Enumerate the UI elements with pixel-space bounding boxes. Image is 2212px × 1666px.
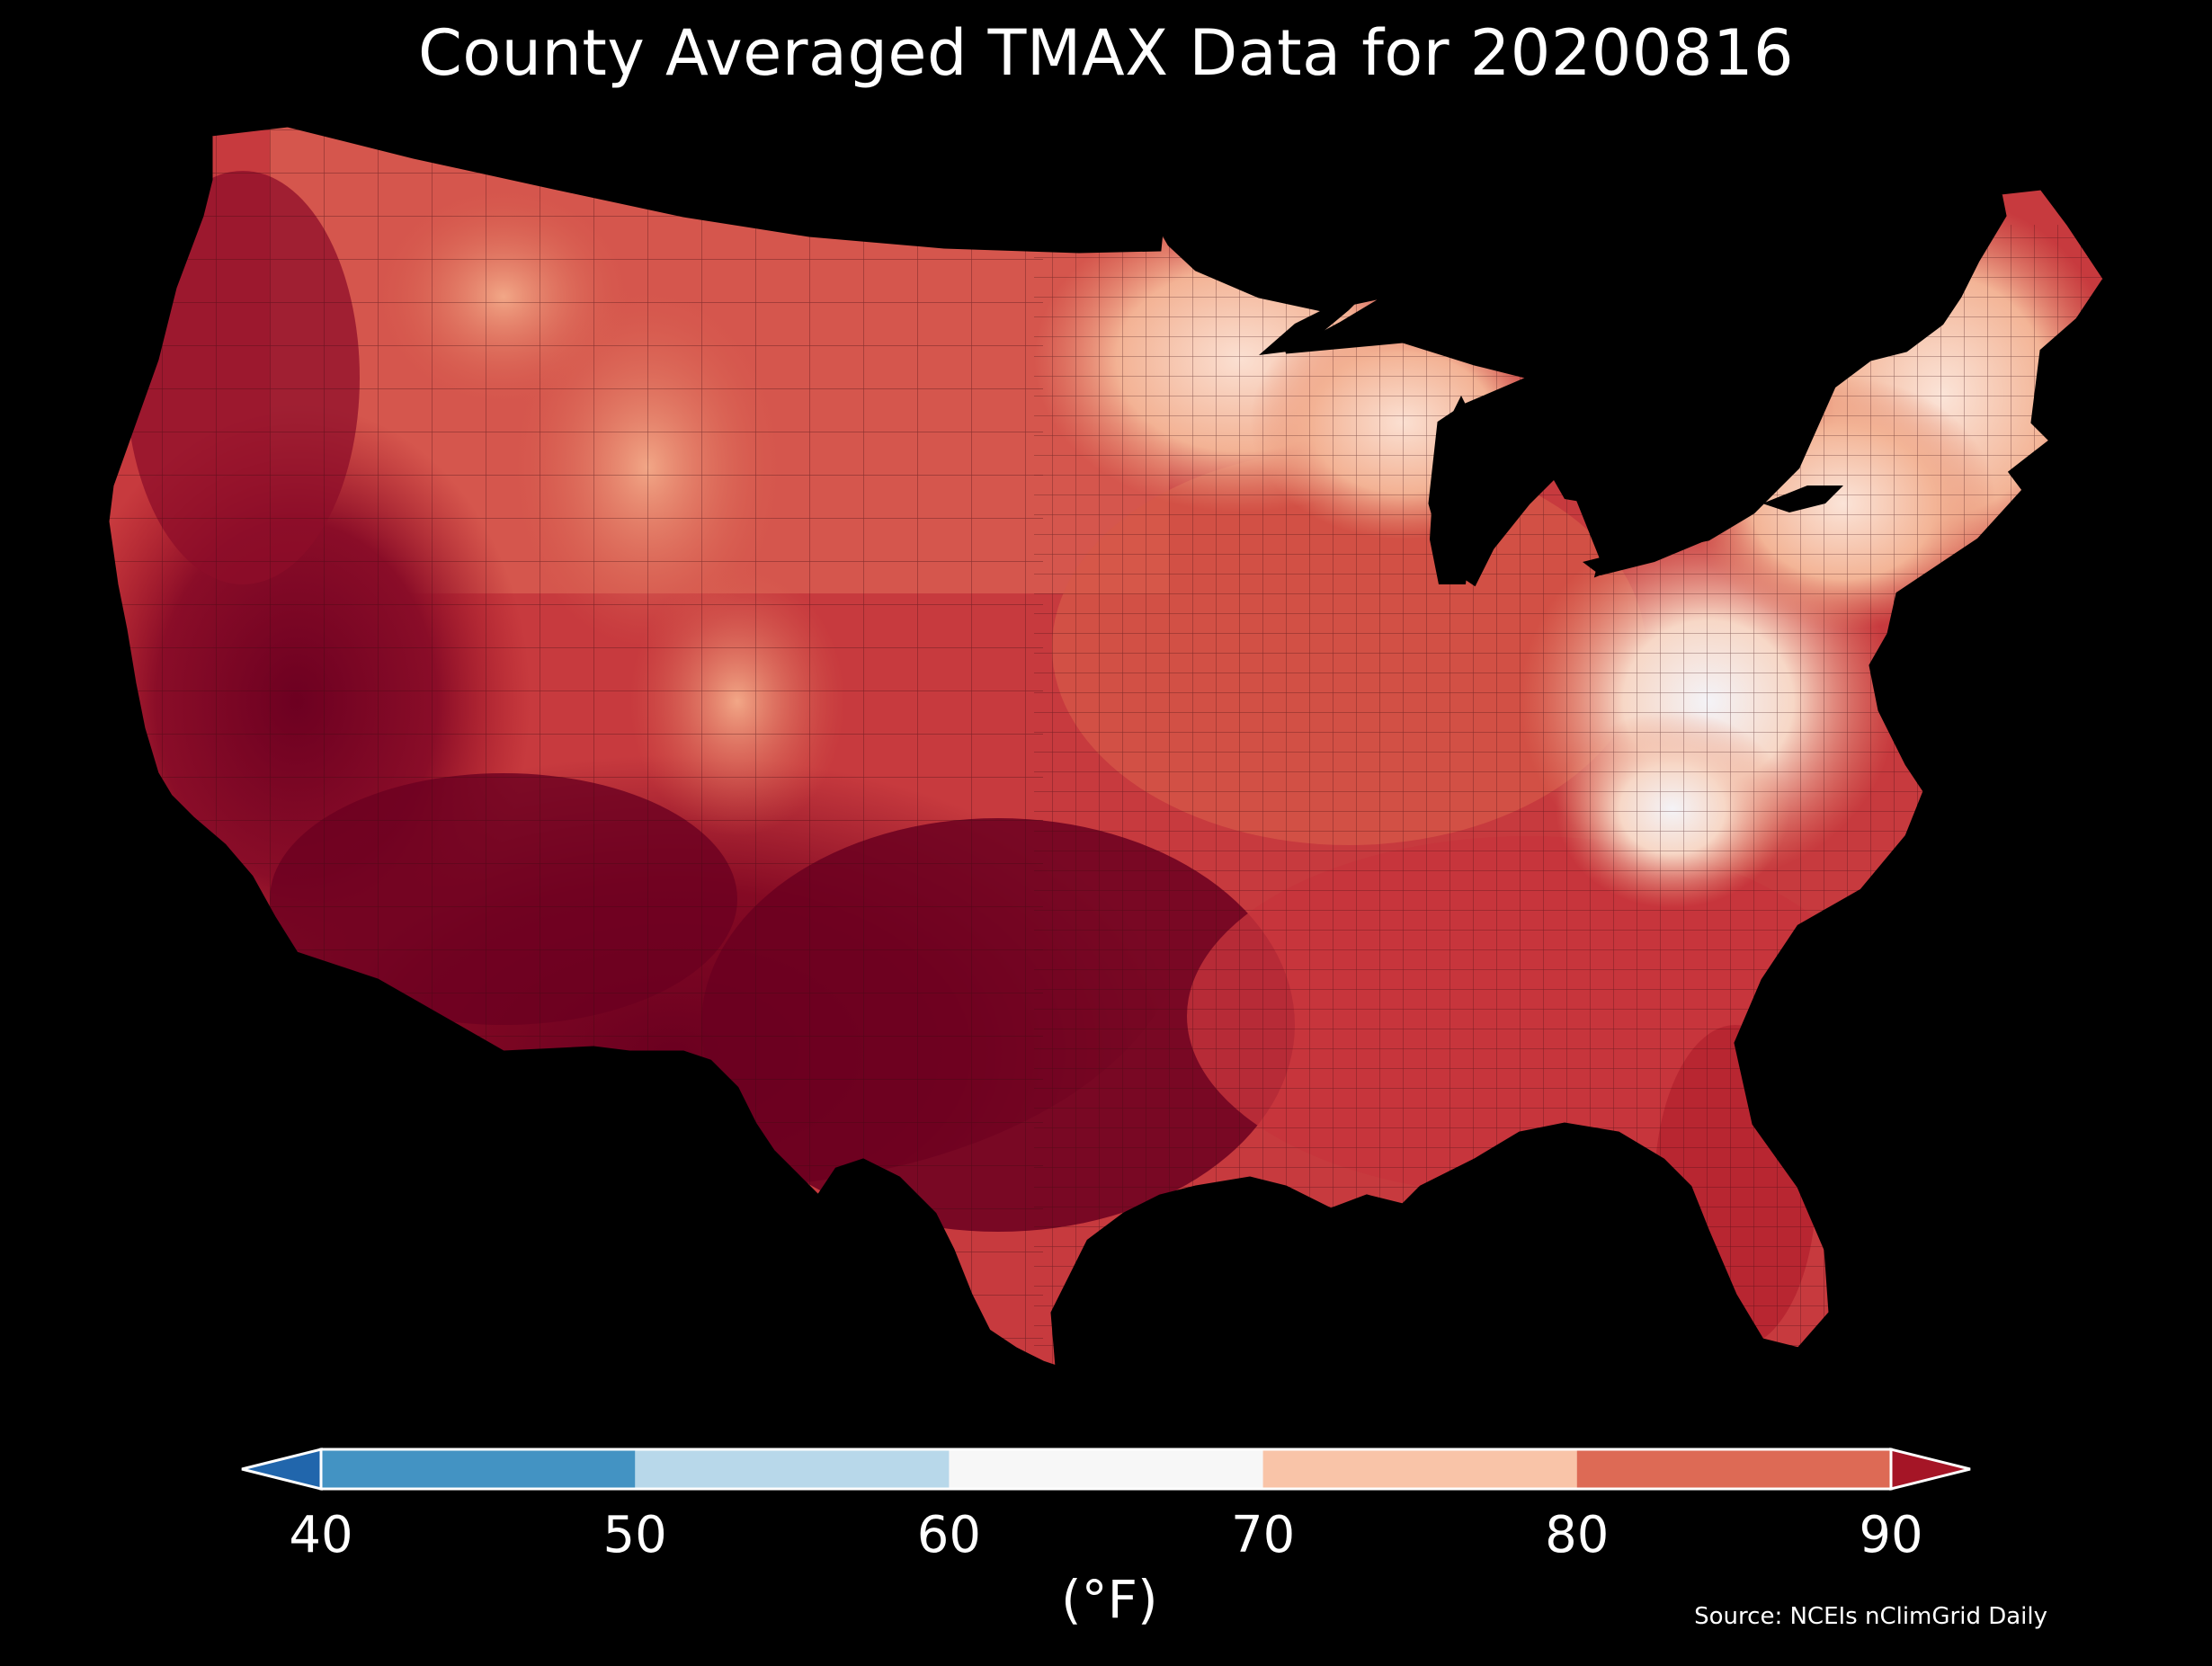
colorbar-tick-label: 50 — [602, 1506, 667, 1564]
colorbar-bin — [1576, 1449, 1892, 1489]
colorbar-bin — [321, 1449, 636, 1489]
colorbar-bin — [949, 1449, 1264, 1489]
colorbar-unit-label: (°F) — [1061, 1569, 1158, 1630]
colorbar-bin — [1262, 1449, 1578, 1489]
colorbar-bin — [635, 1449, 950, 1489]
colorbar-extend-high — [1889, 1448, 1971, 1491]
colorbar-tick-label: 40 — [289, 1506, 353, 1564]
colorbar-tick-label: 60 — [916, 1506, 982, 1564]
colorbar-tick-label: 90 — [1859, 1506, 1923, 1564]
source-note: Source: NCEIs nClimGrid Daily — [1694, 1603, 2047, 1630]
great-lakes — [1259, 283, 1843, 584]
colorbar-extend-low — [241, 1448, 323, 1491]
page-title: County Averaged TMAX Data for 20200816 — [417, 16, 1795, 90]
colorbar-tick-label: 80 — [1545, 1506, 1610, 1564]
colorbar-tick-label: 70 — [1230, 1506, 1296, 1564]
